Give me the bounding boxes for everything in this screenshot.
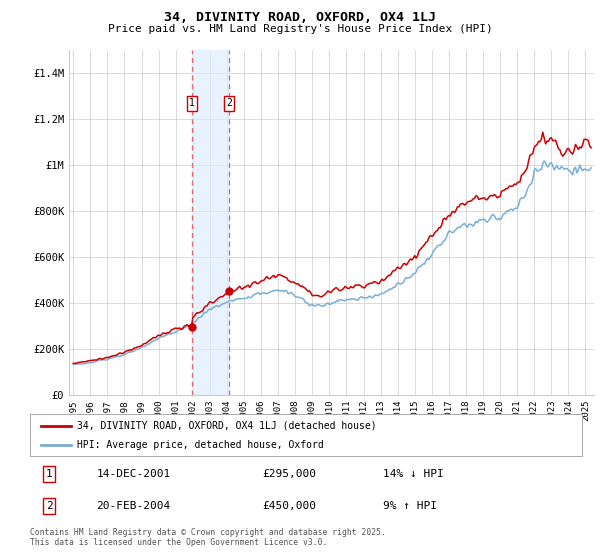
Text: Price paid vs. HM Land Registry's House Price Index (HPI): Price paid vs. HM Land Registry's House …	[107, 24, 493, 34]
Text: HPI: Average price, detached house, Oxford: HPI: Average price, detached house, Oxfo…	[77, 440, 323, 450]
Text: 1: 1	[189, 98, 195, 108]
Text: 2: 2	[46, 501, 53, 511]
Text: 14-DEC-2001: 14-DEC-2001	[96, 469, 170, 479]
Text: £450,000: £450,000	[262, 501, 316, 511]
Text: Contains HM Land Registry data © Crown copyright and database right 2025.
This d: Contains HM Land Registry data © Crown c…	[30, 528, 386, 547]
Text: 1: 1	[46, 469, 53, 479]
Text: 34, DIVINITY ROAD, OXFORD, OX4 1LJ (detached house): 34, DIVINITY ROAD, OXFORD, OX4 1LJ (deta…	[77, 421, 377, 431]
Text: 9% ↑ HPI: 9% ↑ HPI	[383, 501, 437, 511]
Text: 20-FEB-2004: 20-FEB-2004	[96, 501, 170, 511]
Text: 2: 2	[226, 98, 232, 108]
Bar	[192, 50, 229, 395]
Text: 34, DIVINITY ROAD, OXFORD, OX4 1LJ: 34, DIVINITY ROAD, OXFORD, OX4 1LJ	[164, 11, 436, 24]
Text: £295,000: £295,000	[262, 469, 316, 479]
Text: 14% ↓ HPI: 14% ↓ HPI	[383, 469, 444, 479]
